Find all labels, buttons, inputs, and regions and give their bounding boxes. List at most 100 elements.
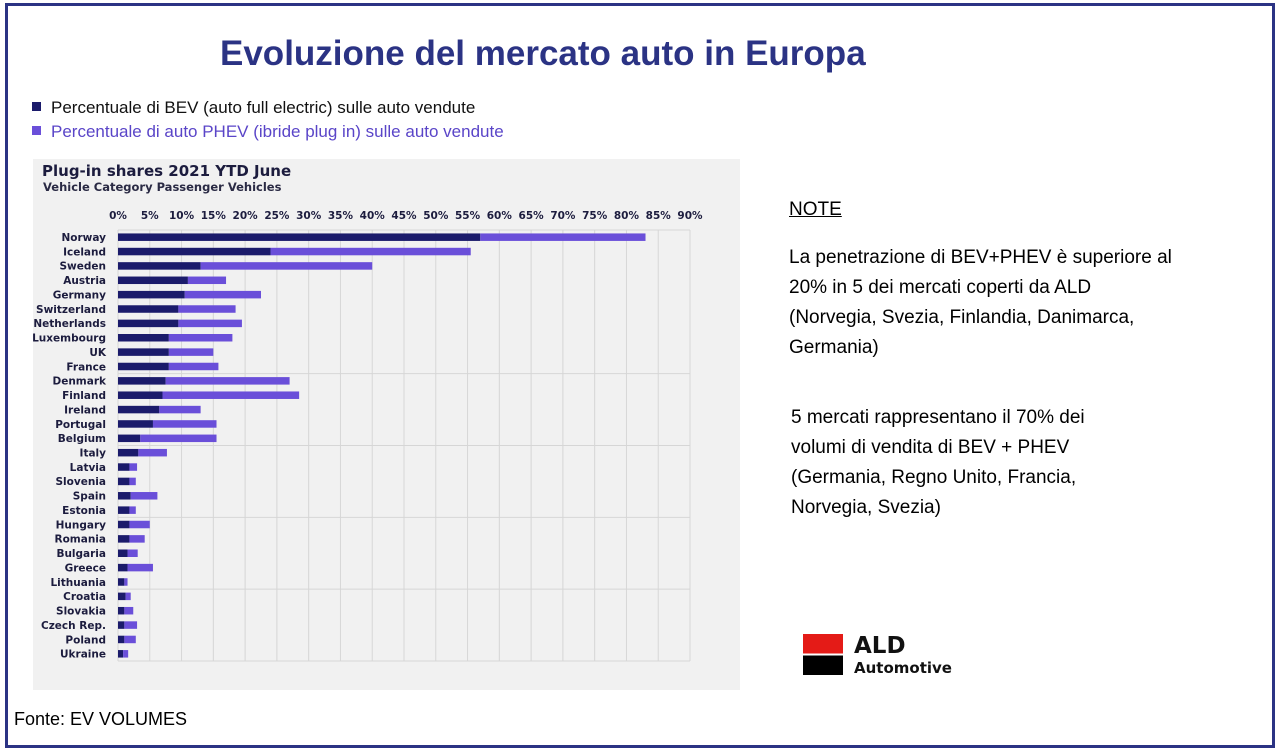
note-line: volumi di vendita di BEV + PHEV: [791, 437, 1070, 458]
bar-bev: [118, 262, 201, 270]
category-label: Norway: [62, 232, 107, 244]
bar-bev: [118, 606, 125, 615]
bar-bev: [118, 477, 130, 486]
category-label: Ireland: [64, 404, 106, 416]
category-label: Estonia: [62, 505, 106, 517]
x-tick-label: 80%: [614, 210, 640, 222]
category-label: Greece: [65, 562, 106, 574]
bar-phev: [123, 650, 129, 658]
bar-phev: [168, 348, 214, 356]
legend-swatch-bev: [32, 102, 41, 111]
x-tick-label: 10%: [169, 210, 195, 222]
bar-phev: [165, 377, 290, 385]
category-label: Denmark: [53, 376, 108, 388]
note-paragraph-2: 5 mercati rappresentano il 70% dei volum…: [791, 403, 1085, 523]
x-tick-label: 50%: [423, 210, 449, 222]
bar-phev: [124, 621, 138, 629]
category-label: Germany: [53, 289, 106, 301]
bar-phev: [480, 233, 646, 241]
category-label: Italy: [80, 447, 107, 459]
logo-mark-icon: [803, 634, 843, 675]
category-label: Ukraine: [60, 649, 106, 661]
category-label: Austria: [63, 275, 106, 287]
chart-legend: Percentuale di BEV (auto full electric) …: [32, 96, 504, 144]
bar-phev: [168, 362, 219, 371]
note-line: (Norvegia, Svezia, Finlandia, Danimarca,: [789, 307, 1135, 328]
bar-phev: [129, 477, 136, 486]
bar-bev: [118, 592, 126, 601]
bar-phev: [129, 463, 138, 471]
bar-phev: [184, 290, 261, 299]
x-tick-label: 5%: [141, 210, 159, 222]
x-tick-label: 20%: [233, 210, 259, 222]
note-paragraph-1: La penetrazione di BEV+PHEV è superiore …: [789, 243, 1172, 363]
category-label: Latvia: [70, 462, 106, 474]
bar-bev: [118, 492, 131, 500]
bar-bev: [118, 621, 125, 629]
bar-phev: [129, 520, 150, 529]
bar-phev: [124, 606, 134, 615]
x-tick-label: 40%: [360, 210, 386, 222]
bar-bev: [118, 391, 163, 399]
bar-bev: [118, 635, 125, 644]
bar-bev: [118, 348, 169, 356]
bar-phev: [200, 262, 373, 270]
x-tick-label: 25%: [264, 210, 290, 222]
bar-phev: [138, 448, 167, 457]
category-label: Poland: [65, 634, 106, 646]
bar-bev: [118, 650, 124, 658]
logo-tagline: Automotive: [854, 659, 952, 677]
category-label: Finland: [62, 390, 106, 402]
source-note: Fonte: EV VOLUMES: [14, 709, 188, 729]
category-label: Sweden: [60, 261, 107, 273]
bar-bev: [118, 463, 130, 471]
bar-phev: [127, 563, 153, 572]
note-line: 20% in 5 dei mercati coperti da ALD: [789, 277, 1092, 298]
category-label: Czech Rep.: [41, 620, 106, 632]
bar-phev: [162, 391, 300, 399]
bar-bev: [118, 334, 169, 342]
x-tick-label: 75%: [582, 210, 608, 222]
x-tick-label: 90%: [677, 210, 703, 222]
bar-phev: [187, 276, 227, 285]
bar-phev: [270, 247, 471, 256]
category-label: Spain: [73, 491, 106, 503]
category-label: Slovakia: [56, 606, 106, 618]
bar-bev: [118, 233, 481, 241]
bar-bev: [118, 563, 128, 572]
bar-bev: [118, 276, 188, 285]
plugin-shares-chart: 0% 5% 10% 15% 20% 25% 30% 35% 40% 45% 50% 55% 60% 65%…: [32, 210, 703, 662]
note-line: Germania): [789, 337, 879, 358]
bar-phev: [124, 635, 136, 644]
bar-bev: [118, 405, 160, 414]
chart-subtitle: Vehicle Category Passenger Vehicles: [43, 180, 282, 194]
bar-phev: [168, 334, 233, 342]
bar-bev: [118, 549, 128, 557]
x-tick-label: 15%: [201, 210, 227, 222]
bar-phev: [178, 305, 236, 313]
bar-phev: [129, 506, 136, 514]
category-label: Lithuania: [50, 577, 106, 589]
x-tick-label: 85%: [646, 210, 672, 222]
bar-bev: [118, 434, 141, 443]
x-tick-label: 70%: [550, 210, 576, 222]
bar-bev: [118, 420, 153, 428]
bar-bev: [118, 535, 130, 543]
bar-bev: [118, 305, 179, 313]
category-label: Netherlands: [33, 318, 106, 330]
category-label: Switzerland: [36, 304, 106, 316]
category-label: Croatia: [63, 591, 106, 603]
note-line: (Germania, Regno Unito, Francia,: [791, 467, 1077, 488]
legend-item-phev: Percentuale di auto PHEV (ibride plug in…: [32, 120, 504, 144]
bar-bev: [118, 290, 185, 299]
category-label: Iceland: [63, 246, 106, 258]
category-label: Bulgaria: [56, 548, 106, 560]
bar-bev: [118, 448, 139, 457]
bar-phev: [124, 578, 128, 586]
x-tick-label: 55%: [455, 210, 481, 222]
legend-label-phev: Percentuale di auto PHEV (ibride plug in…: [51, 122, 504, 141]
bar-phev: [152, 420, 217, 428]
category-label: Portugal: [55, 419, 106, 431]
bar-bev: [118, 247, 271, 256]
bar-phev: [130, 492, 158, 500]
